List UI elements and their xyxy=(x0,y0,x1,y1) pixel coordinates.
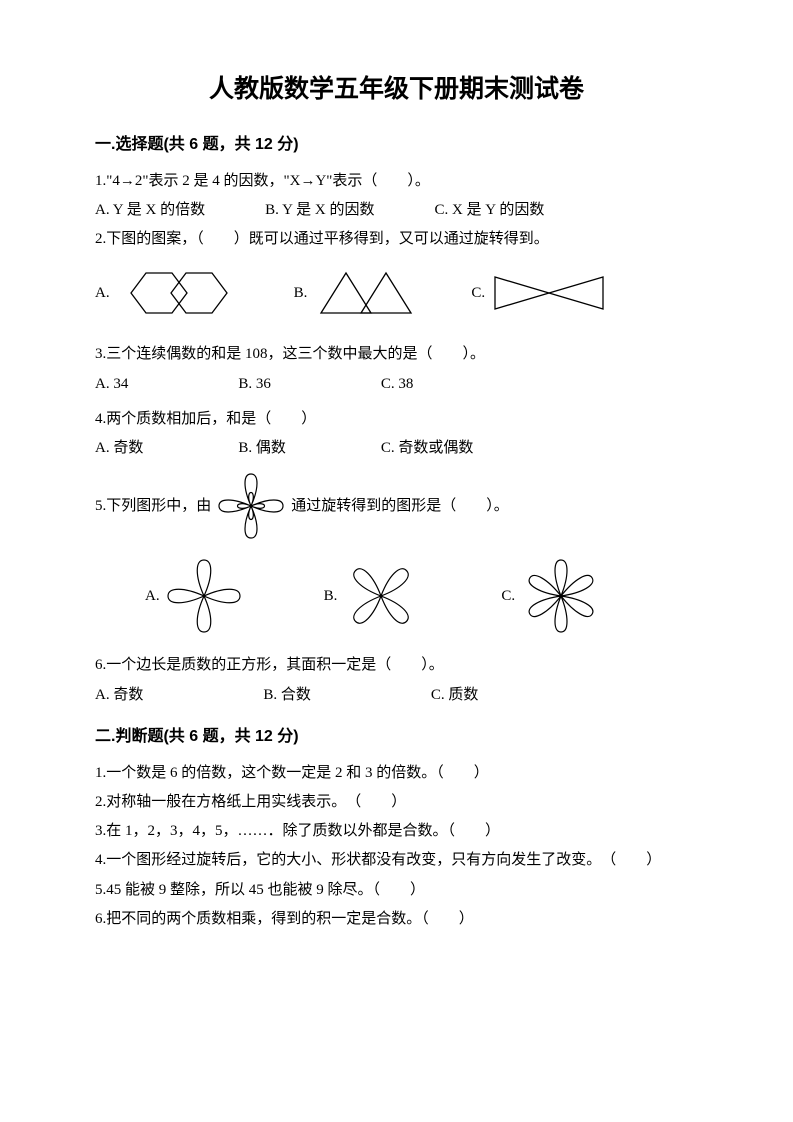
q4-text: 4.两个质数相加后，和是（ ） xyxy=(95,408,698,431)
q6-optA: A. 奇数 xyxy=(95,684,143,707)
s2-q6: 6.把不同的两个质数相乘，得到的积一定是合数。（ ） xyxy=(95,908,698,931)
flower-4petal-x-icon xyxy=(341,556,421,636)
q5-options: A. B. C. xyxy=(95,554,698,638)
q2-optA-label: A. xyxy=(95,282,110,305)
q4-options: A. 奇数 B. 偶数 C. 奇数或偶数 xyxy=(95,437,698,460)
q4-optC: C. 奇数或偶数 xyxy=(381,437,474,460)
q2-text: 2.下图的图案，（ ）既可以通过平移得到，又可以通过旋转得到。 xyxy=(95,228,698,251)
q6-optB: B. 合数 xyxy=(263,684,311,707)
s2-q4: 4.一个图形经过旋转后，它的大小、形状都没有改变，只有方向发生了改变。 （ ） xyxy=(95,849,698,872)
q1-options: A. Y 是 X 的倍数 B. Y 是 X 的因数 C. X 是 Y 的因数 xyxy=(95,199,698,222)
q5-optB-cell: B. xyxy=(324,556,422,636)
q5-suffix: 通过旋转得到的图形是（ ）。 xyxy=(291,495,509,518)
q1-optC: C. X 是 Y 的因数 xyxy=(434,199,544,222)
two-triangles-icon xyxy=(311,265,421,321)
q6-options: A. 奇数 B. 合数 C. 质数 xyxy=(95,684,698,707)
q5-optA-label: A. xyxy=(145,585,160,608)
q3-optC: C. 38 xyxy=(381,373,414,396)
flower-4petal-plus-icon xyxy=(164,556,244,636)
q4-optA: A. 奇数 xyxy=(95,437,143,460)
q1-text: 1."4→2"表示 2 是 4 的因数，"X→Y"表示（ ）。 xyxy=(95,170,698,193)
bowtie-icon xyxy=(489,269,609,317)
q5-optC-cell: C. xyxy=(501,554,603,638)
q5-prefix: 5.下列图形中，由 xyxy=(95,495,211,518)
q5-optA-cell: A. xyxy=(145,556,244,636)
q2-optB-label: B. xyxy=(294,282,308,305)
section2-heading: 二.判断题(共 6 题，共 12 分) xyxy=(95,725,698,750)
q3-options: A. 34 B. 36 C. 38 xyxy=(95,373,698,396)
q2-options: A. B. C. xyxy=(95,265,698,321)
s2-q2: 2.对称轴一般在方格纸上用实线表示。 （ ） xyxy=(95,791,698,814)
page-title: 人教版数学五年级下册期末测试卷 xyxy=(95,70,698,109)
q1-optA: A. Y 是 X 的倍数 xyxy=(95,199,205,222)
flower-base-icon xyxy=(215,470,287,542)
q3-optA: A. 34 xyxy=(95,373,128,396)
q2-optC-label: C. xyxy=(471,282,485,305)
q3-text: 3.三个连续偶数的和是 108，这三个数中最大的是（ ）。 xyxy=(95,343,698,366)
s2-q5: 5.45 能被 9 整除，所以 45 也能被 9 除尽。（ ） xyxy=(95,879,698,902)
q5-optC-label: C. xyxy=(501,585,515,608)
section1-heading: 一.选择题(共 6 题，共 12 分) xyxy=(95,133,698,158)
q6-optC: C. 质数 xyxy=(431,684,479,707)
q2-optA-cell: A. xyxy=(95,265,244,321)
exam-page: 人教版数学五年级下册期末测试卷 一.选择题(共 6 题，共 12 分) 1."4… xyxy=(0,0,793,1122)
q3-optB: B. 36 xyxy=(238,373,271,396)
q4-optB: B. 偶数 xyxy=(238,437,286,460)
q2-optC-cell: C. xyxy=(471,269,609,317)
q5-optB-label: B. xyxy=(324,585,338,608)
flower-6petal-icon xyxy=(519,554,603,638)
q6-text: 6.一个边长是质数的正方形，其面积一定是（ ）。 xyxy=(95,654,698,677)
q1-optB: B. Y 是 X 的因数 xyxy=(265,199,374,222)
s2-q3: 3.在 1，2，3，4，5，……．除了质数以外都是合数。（ ） xyxy=(95,820,698,843)
q5-row: 5.下列图形中，由 通过旋转得到的图形是（ ）。 xyxy=(95,470,698,542)
s2-q1: 1.一个数是 6 的倍数，这个数一定是 2 和 3 的倍数。（ ） xyxy=(95,762,698,785)
two-hexagons-icon xyxy=(114,265,244,321)
q2-optB-cell: B. xyxy=(294,265,422,321)
